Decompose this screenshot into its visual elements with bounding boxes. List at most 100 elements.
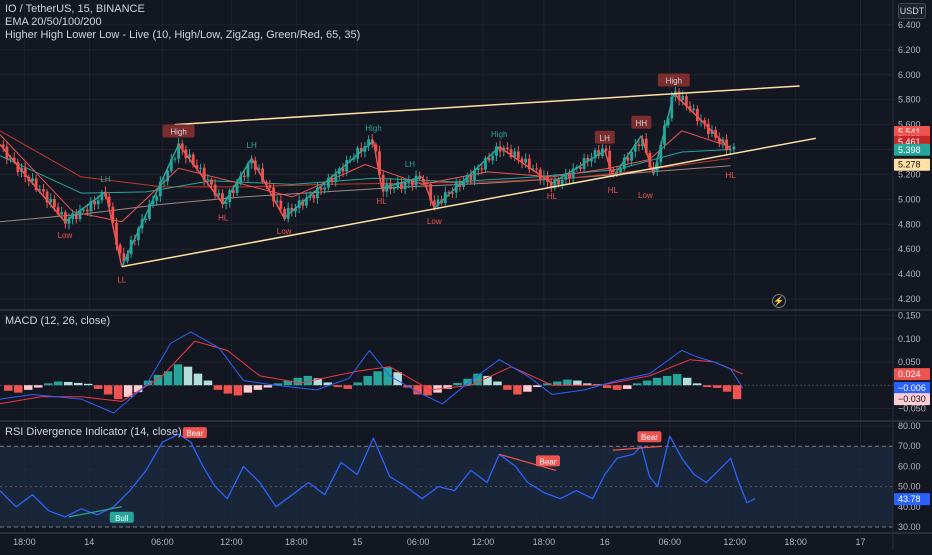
candle-body [49,198,53,203]
zigzag-segment [121,144,180,267]
macd-histogram-bar [63,381,73,386]
candle-body [111,206,115,224]
ema-indicator-title[interactable]: EMA 20/50/100/200 [5,16,102,28]
zigzag-segment [251,157,285,219]
macd-histogram-bar [702,385,712,388]
price-value-label: 5.398 [898,145,921,155]
candle-body [202,167,206,181]
macd-histogram-bar [203,380,213,386]
pivot-label: Low [58,231,73,240]
rsi-value-label: 43.78 [898,494,921,504]
candle-body [615,171,619,173]
pivot-label: HL [726,171,737,180]
hhll-indicator-title[interactable]: Higher High Lower Low - Live (10, High/L… [5,29,361,41]
candle-body [465,175,469,182]
macd-histogram-bar [93,385,103,389]
symbol-legend[interactable]: IO / TetherUS, 15, BINANCE [5,3,145,15]
macd-histogram-bar [533,385,542,388]
macd-histogram-bar [253,385,263,390]
candle-body [231,190,235,193]
pivot-label: High [365,124,381,133]
macd-histogram-bar [14,385,23,393]
candle-body [359,147,363,152]
rsi-legend[interactable]: RSI Divergence Indicator (14, close) [5,426,182,438]
rsi-axis-tick-label: 50.00 [898,482,921,492]
candle-body [23,167,27,177]
candle-body [666,118,670,126]
candle-body [250,160,254,164]
macd-histogram-bar [583,383,592,386]
macd-histogram-bar [732,385,742,400]
ema50-line [0,149,731,194]
macd-histogram-bar [243,385,253,393]
candle-body [268,185,272,188]
macd-histogram-bar [313,378,323,386]
candle-body [305,197,308,206]
lower-trendline [121,137,817,268]
candle-body [414,175,418,186]
macd-histogram-bar [623,385,632,389]
candle-body [82,209,86,211]
candle-body [60,212,64,215]
candle-body [392,188,396,190]
macd-histogram-bar [143,380,153,386]
macd-title[interactable]: MACD (12, 26, close) [5,315,111,327]
candle-body [557,179,560,185]
candle-body [374,144,378,152]
macd-histogram-bar [303,375,313,386]
candle-body [67,218,71,224]
candle-body [407,180,411,183]
price-axis-tick-label: 5.000 [898,194,921,204]
time-tick-label: 06:00 [658,537,681,547]
candle-body [93,200,96,205]
zigzag-segment [283,140,374,219]
macd-histogram-bar [233,385,243,396]
candle-body [732,146,736,150]
macd-legend[interactable]: MACD (12, 26, close) [5,315,110,327]
hhll-legend[interactable]: Higher High Lower Low - Live (10, High/L… [5,29,360,41]
candle-body [345,159,349,172]
candle-body [579,167,582,169]
pivot-label-box [594,130,615,144]
candle-body [597,150,601,157]
pivot-label: HH [636,119,648,128]
candle-body [261,168,265,182]
candle-body [593,150,597,159]
candle-body [568,173,571,179]
zigzag-segment [612,135,642,178]
candle-body [480,168,484,170]
candle-body [221,193,224,204]
macd-histogram-bar [73,382,83,386]
macd-value-label-bg [894,368,930,381]
candle-body [564,173,568,180]
candle-body [188,154,191,159]
candle-body [52,198,56,208]
candle-body [487,158,491,161]
time-tick-label: 12:00 [723,537,746,547]
price-axis-tick-label: 5.600 [898,120,921,130]
pivot-label: High [170,128,186,137]
ema-legend[interactable]: EMA 20/50/100/200 [5,16,102,28]
rsi-signal-label: Bear [540,457,557,466]
macd-histogram-bar [323,382,333,386]
currency-button[interactable]: USDT [898,3,926,19]
candle-body [45,191,49,203]
candle-body [286,207,290,219]
candle-body [619,169,623,173]
rsi-signal-box [109,511,134,523]
pivot-label: LH [405,160,415,169]
rsi-title[interactable]: RSI Divergence Indicator (14, close) [5,426,182,438]
zigzag-segment [652,93,675,175]
candle-body [89,200,93,212]
price-axis-tick-label: 6.000 [898,70,921,80]
lightning-icon[interactable]: ⚡ [772,294,786,308]
rsi-axis-tick-label: 30.00 [898,522,921,532]
zigzag-segment [498,146,553,184]
macd-histogram-bar [373,371,382,386]
symbol-title[interactable]: IO / TetherUS, 15, BINANCE [5,3,145,15]
macd-histogram-bar [123,385,133,397]
macd-histogram-bar [453,382,462,386]
candle-body [16,162,20,172]
